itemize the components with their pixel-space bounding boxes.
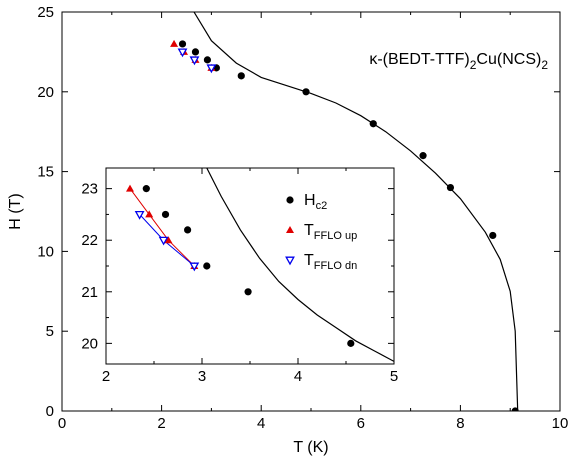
inset-point-t-fflo-dn	[189, 262, 200, 272]
main-point-t-fflo-dn	[189, 56, 200, 66]
legend-label-main: T	[304, 252, 314, 269]
main-x-tick-label: 2	[157, 415, 165, 432]
main-point-h-c2	[191, 48, 200, 56]
inset-x-tick-label: 4	[294, 368, 302, 385]
legend-marker	[286, 196, 294, 204]
main-y-tick-label: 15	[37, 164, 54, 181]
legend-label: TFFLO up	[304, 222, 357, 242]
inset-point-h-c2	[161, 210, 170, 219]
main-y-tick-label: 5	[46, 323, 54, 340]
legend-label: TFFLO dn	[304, 252, 357, 272]
main-point-t-fflo-up	[170, 39, 179, 47]
main-point-h-c2	[237, 72, 245, 80]
inset-point-t-fflo-up	[126, 184, 134, 192]
main-point-t-fflo-dn	[177, 48, 188, 58]
inset-series-group	[126, 168, 394, 362]
x-axis-label: T (K)	[293, 439, 328, 456]
main-x-tick-label: 4	[257, 415, 265, 432]
y-axis-label: H (T)	[7, 193, 24, 229]
main-point-h-c2	[302, 88, 310, 96]
inset-y-tick-label: 22	[81, 232, 98, 249]
main-y-tick-label: 25	[37, 4, 54, 21]
legend-label: Hc2	[304, 192, 327, 212]
inset-point-h-c2	[184, 226, 192, 234]
inset-point-h-c2	[244, 288, 252, 296]
main-x-tick-label: 10	[552, 415, 569, 432]
main-point-h-c2	[446, 183, 455, 192]
inset-x-tick-label: 5	[390, 368, 398, 385]
inset-fit-curve	[206, 168, 394, 362]
inset-point-t-fflo-up	[145, 210, 154, 218]
compound-label-part: κ-(BEDT-TTF)	[369, 51, 469, 68]
main-point-h-c2	[489, 231, 497, 240]
legend-label-main: T	[304, 222, 314, 239]
inset-point-h-c2	[203, 262, 211, 270]
compound-label-subscript: 2	[470, 58, 477, 72]
main-x-tick-label: 8	[456, 415, 464, 432]
main-point-h-c2	[511, 407, 519, 411]
inset-x-tick-label: 2	[102, 368, 110, 385]
main-point-h-c2	[203, 56, 212, 64]
main-series-group	[170, 12, 519, 411]
main-point-t-fflo-dn	[206, 64, 217, 74]
main-x-tick-label: 0	[58, 415, 66, 432]
inset-y-tick-label: 23	[81, 181, 98, 198]
legend-marker	[285, 256, 295, 266]
legend-label-subscript: FFLO up	[314, 230, 357, 242]
legend-marker	[286, 226, 294, 233]
inset-y-tick-label: 21	[81, 284, 98, 301]
inset-point-t-fflo-dn	[134, 210, 145, 220]
compound-label: κ-(BEDT-TTF)2Cu(NCS)2	[369, 51, 548, 72]
legend-label-subscript: c2	[316, 200, 328, 212]
compound-label-part: Cu(NCS)	[476, 51, 541, 68]
legend-label-subscript: FFLO dn	[314, 260, 357, 272]
inset-series-line	[129, 188, 195, 267]
inset-point-t-fflo-up	[164, 236, 173, 244]
main-point-h-c2	[178, 40, 187, 48]
compound-label-subscript: 2	[541, 58, 548, 72]
main-y-tick-label: 20	[37, 84, 54, 101]
main-y-tick-label: 0	[46, 403, 54, 420]
main-x-tick-label: 6	[357, 415, 365, 432]
inset-x-tick-label: 3	[198, 368, 206, 385]
main-point-h-c2	[369, 120, 377, 128]
inset-frame	[105, 167, 395, 365]
inset-point-h-c2	[142, 185, 150, 193]
main-y-tick-label: 10	[37, 243, 54, 260]
main-point-h-c2	[419, 152, 427, 160]
main-fit-curve	[193, 12, 519, 411]
inset-point-t-fflo-dn	[158, 236, 169, 246]
inset-y-tick-label: 20	[81, 335, 98, 352]
legend-label-main: H	[304, 192, 316, 209]
inset-point-h-c2	[347, 339, 355, 347]
